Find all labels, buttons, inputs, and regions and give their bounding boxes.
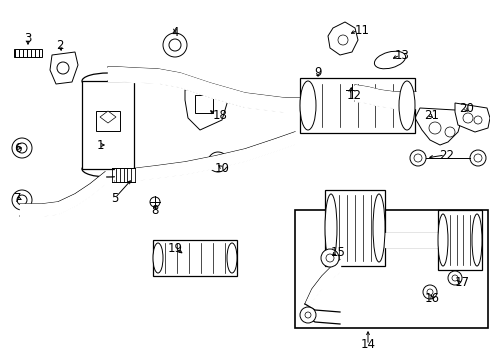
Circle shape <box>346 84 358 96</box>
Bar <box>295 210 488 328</box>
Text: 9: 9 <box>314 66 322 78</box>
Text: 2: 2 <box>56 39 64 51</box>
Ellipse shape <box>472 214 482 266</box>
Text: 22: 22 <box>440 149 455 162</box>
Circle shape <box>321 249 339 267</box>
Circle shape <box>305 312 311 318</box>
Circle shape <box>12 138 32 158</box>
Ellipse shape <box>325 194 337 262</box>
Text: 5: 5 <box>111 192 119 204</box>
Circle shape <box>17 195 27 205</box>
Text: 7: 7 <box>14 192 22 204</box>
Text: 3: 3 <box>24 32 32 45</box>
Circle shape <box>474 116 482 124</box>
Circle shape <box>445 127 455 137</box>
Text: 6: 6 <box>14 141 22 154</box>
Bar <box>325 190 385 266</box>
Text: 11: 11 <box>354 23 369 36</box>
Text: 4: 4 <box>171 26 179 39</box>
Polygon shape <box>328 22 358 55</box>
Text: 20: 20 <box>460 102 474 114</box>
Circle shape <box>12 190 32 210</box>
Text: 12: 12 <box>346 89 362 102</box>
Circle shape <box>448 271 462 285</box>
Circle shape <box>429 122 441 134</box>
Polygon shape <box>50 52 78 84</box>
Ellipse shape <box>300 81 316 130</box>
Bar <box>300 78 415 133</box>
Bar <box>438 210 482 270</box>
Ellipse shape <box>374 51 406 69</box>
Circle shape <box>452 275 458 281</box>
Circle shape <box>474 154 482 162</box>
Text: 8: 8 <box>151 203 159 216</box>
Circle shape <box>427 289 433 295</box>
Circle shape <box>169 39 181 51</box>
Polygon shape <box>100 111 116 123</box>
Ellipse shape <box>153 243 163 273</box>
Circle shape <box>208 152 228 172</box>
Text: 10: 10 <box>215 162 229 175</box>
Text: 17: 17 <box>455 276 469 289</box>
Circle shape <box>414 154 422 162</box>
Text: 16: 16 <box>424 292 440 305</box>
Bar <box>195 95 213 113</box>
Ellipse shape <box>227 243 237 273</box>
Text: 21: 21 <box>424 108 440 122</box>
Text: 13: 13 <box>394 49 410 62</box>
Circle shape <box>213 157 223 167</box>
Circle shape <box>463 113 473 123</box>
Text: 1: 1 <box>96 139 104 152</box>
Circle shape <box>300 307 316 323</box>
Ellipse shape <box>373 194 385 262</box>
Circle shape <box>410 150 426 166</box>
Circle shape <box>423 285 437 299</box>
Ellipse shape <box>82 73 134 89</box>
Ellipse shape <box>399 81 415 130</box>
Text: 14: 14 <box>361 338 375 351</box>
Text: 18: 18 <box>213 108 227 122</box>
Bar <box>153 240 237 276</box>
Polygon shape <box>185 85 228 130</box>
Circle shape <box>338 35 348 45</box>
Ellipse shape <box>438 214 448 266</box>
Polygon shape <box>415 108 462 145</box>
Circle shape <box>470 150 486 166</box>
Circle shape <box>57 62 69 74</box>
Text: 19: 19 <box>168 242 182 255</box>
Bar <box>14 49 42 57</box>
Bar <box>96 111 120 131</box>
Circle shape <box>150 197 160 207</box>
Ellipse shape <box>82 161 134 177</box>
Text: 15: 15 <box>331 246 345 258</box>
Circle shape <box>163 33 187 57</box>
Polygon shape <box>455 103 490 132</box>
Bar <box>82 81 134 169</box>
Circle shape <box>17 143 27 153</box>
Circle shape <box>326 254 334 262</box>
